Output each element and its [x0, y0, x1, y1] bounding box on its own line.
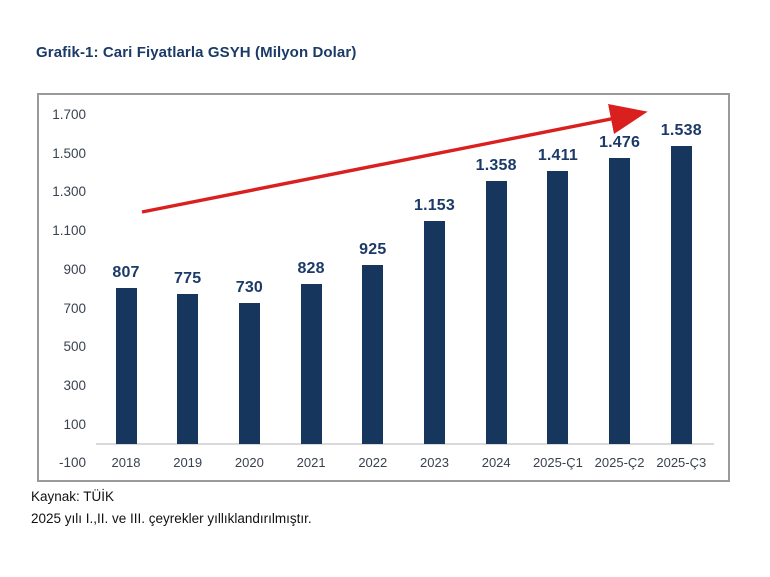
bar: [115, 288, 137, 444]
bar: [547, 171, 569, 444]
x-axis-label: 2019: [173, 455, 203, 470]
x-axis-label: 2025-Ç2: [594, 455, 645, 470]
x-axis-label: 2025-Ç3: [656, 455, 707, 470]
bar-value-label: 775: [174, 270, 202, 287]
x-axis-label: 2022: [358, 455, 388, 470]
source-text: Kaynak: TÜİK: [31, 489, 115, 504]
y-axis-tick-label: 900: [63, 261, 86, 277]
bar: [177, 294, 199, 444]
chart-title: Grafik-1: Cari Fiyatlarla GSYH (Milyon D…: [36, 44, 357, 61]
bar-value-label: 1.153: [413, 197, 456, 214]
bar-value-label: 730: [235, 279, 264, 296]
x-axis-label: 2020: [234, 455, 264, 470]
bar-value-label: 1.538: [660, 122, 702, 139]
x-axis-line: [96, 443, 714, 445]
x-axis-label: 2024: [481, 455, 511, 470]
bar: [609, 158, 631, 444]
y-axis-tick-label: 100: [63, 416, 86, 432]
note-text: 2025 yılı I.,II. ve III. çeyrekler yıllı…: [31, 511, 312, 526]
bar: [300, 284, 322, 444]
x-axis-label: 2025-Ç1: [532, 455, 583, 470]
y-axis-tick-label: 300: [63, 377, 86, 393]
bar: [485, 181, 507, 444]
chart-plot-area: -100 100 300 500 700 900 1.100 1.300 1.500 1.700 …: [37, 93, 730, 482]
bar: [238, 303, 260, 444]
bar-value-label: 807: [112, 264, 140, 281]
x-axis-label: 2021: [296, 455, 326, 470]
bar: [362, 265, 384, 444]
bar-value-label: 925: [359, 241, 387, 258]
x-axis-label: 2018: [111, 455, 141, 470]
bar: [670, 146, 692, 444]
bar-value-label: 828: [297, 260, 325, 277]
y-axis-tick-label: 1.500: [52, 145, 86, 161]
x-axis-label: 2023: [420, 455, 449, 470]
y-axis-tick-label: 500: [63, 339, 86, 355]
y-axis-tick-label: 1.100: [52, 223, 86, 239]
y-axis-tick-label: -100: [58, 455, 86, 471]
y-axis-tick-label: 1.300: [52, 184, 86, 200]
bar: [424, 221, 445, 444]
y-axis-tick-label: 700: [63, 300, 86, 316]
y-axis-tick-label: 1.700: [52, 107, 86, 123]
